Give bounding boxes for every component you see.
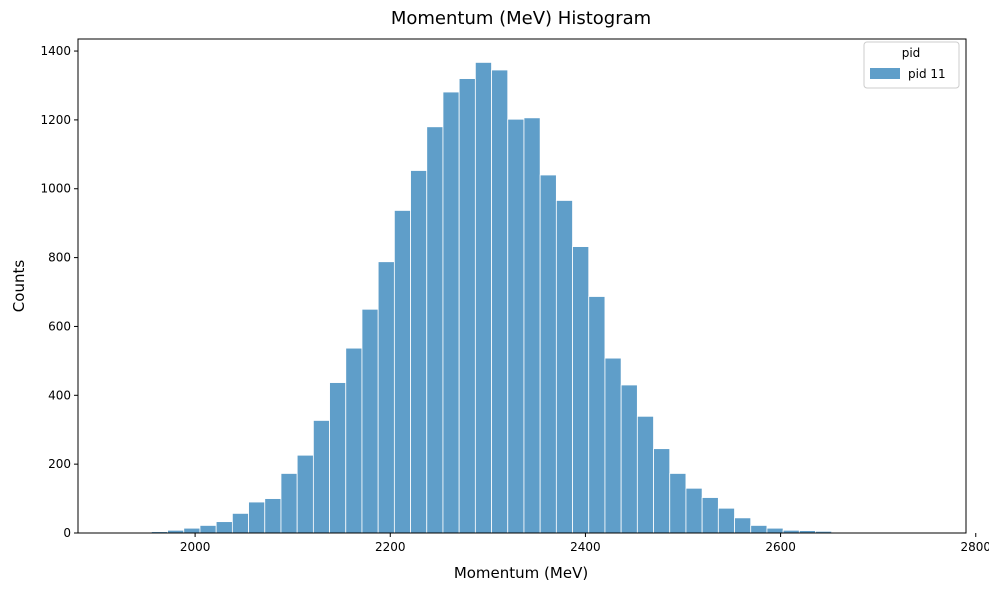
y-tick-label: 600	[48, 319, 71, 333]
y-ticks: 0 200 400 600 800 1000 1200 1400	[40, 44, 78, 540]
histogram-bar	[264, 498, 282, 534]
histogram-bar	[636, 415, 654, 534]
chart-title: Momentum (MeV) Histogram	[391, 8, 651, 29]
y-tick-label: 1400	[40, 44, 71, 58]
y-tick-label: 0	[63, 526, 71, 540]
legend: pid pid 11	[863, 41, 960, 89]
histogram-bar	[588, 296, 606, 534]
histogram-bar	[410, 170, 428, 534]
legend-entry-pid-11: pid 11	[908, 67, 946, 81]
y-tick-label: 1000	[40, 182, 71, 196]
legend-swatch	[870, 68, 900, 79]
x-tick-label: 2600	[765, 540, 796, 554]
histogram-bar	[296, 454, 314, 534]
histogram-bar	[555, 200, 573, 534]
histogram-bar	[231, 512, 249, 534]
histogram-bar	[361, 308, 379, 534]
histogram-bar	[766, 527, 784, 534]
histogram-bar	[426, 126, 444, 534]
histogram-bar	[393, 210, 411, 534]
x-axis-label: Momentum (MeV)	[454, 564, 588, 582]
y-tick-label: 200	[48, 457, 71, 471]
histogram-bar	[685, 487, 703, 534]
x-tick-label: 2200	[375, 540, 406, 554]
x-ticks: 2000 2200 2400 2600 2800	[180, 533, 989, 554]
histogram-bar	[523, 117, 541, 534]
x-tick-label: 2800	[960, 540, 989, 554]
histogram-bar	[750, 525, 768, 534]
y-tick-label: 800	[48, 251, 71, 265]
x-tick-label: 2400	[570, 540, 601, 554]
y-tick-label: 1200	[40, 113, 71, 127]
histogram-bar	[458, 78, 476, 534]
histogram-bar	[701, 497, 719, 534]
histogram-bar	[377, 261, 395, 534]
histogram-bar	[329, 382, 347, 534]
histogram-bar	[345, 347, 363, 534]
histogram-bar	[507, 118, 525, 534]
bars-group	[118, 62, 930, 534]
histogram-bar	[717, 507, 735, 534]
histogram-bar	[280, 473, 298, 534]
histogram-bar	[620, 384, 638, 534]
histogram-bar	[474, 62, 492, 534]
plot-frame	[77, 38, 967, 534]
histogram-bar	[248, 501, 266, 534]
histogram-bar	[604, 357, 622, 534]
histogram-bar	[183, 527, 201, 534]
histogram-bar	[669, 473, 687, 534]
histogram-bar	[653, 448, 671, 534]
histogram-bar	[572, 246, 590, 534]
histogram-bar	[539, 174, 557, 534]
histogram-bar	[442, 91, 460, 534]
legend-title: pid	[902, 46, 921, 60]
y-tick-label: 400	[48, 388, 71, 402]
y-axis-label: Counts	[10, 260, 28, 313]
histogram-bar	[199, 525, 217, 534]
histogram-bar	[312, 420, 330, 534]
histogram-bar	[734, 517, 752, 534]
x-tick-label: 2000	[180, 540, 211, 554]
histogram-bar	[215, 521, 233, 534]
histogram-bar	[491, 69, 509, 534]
